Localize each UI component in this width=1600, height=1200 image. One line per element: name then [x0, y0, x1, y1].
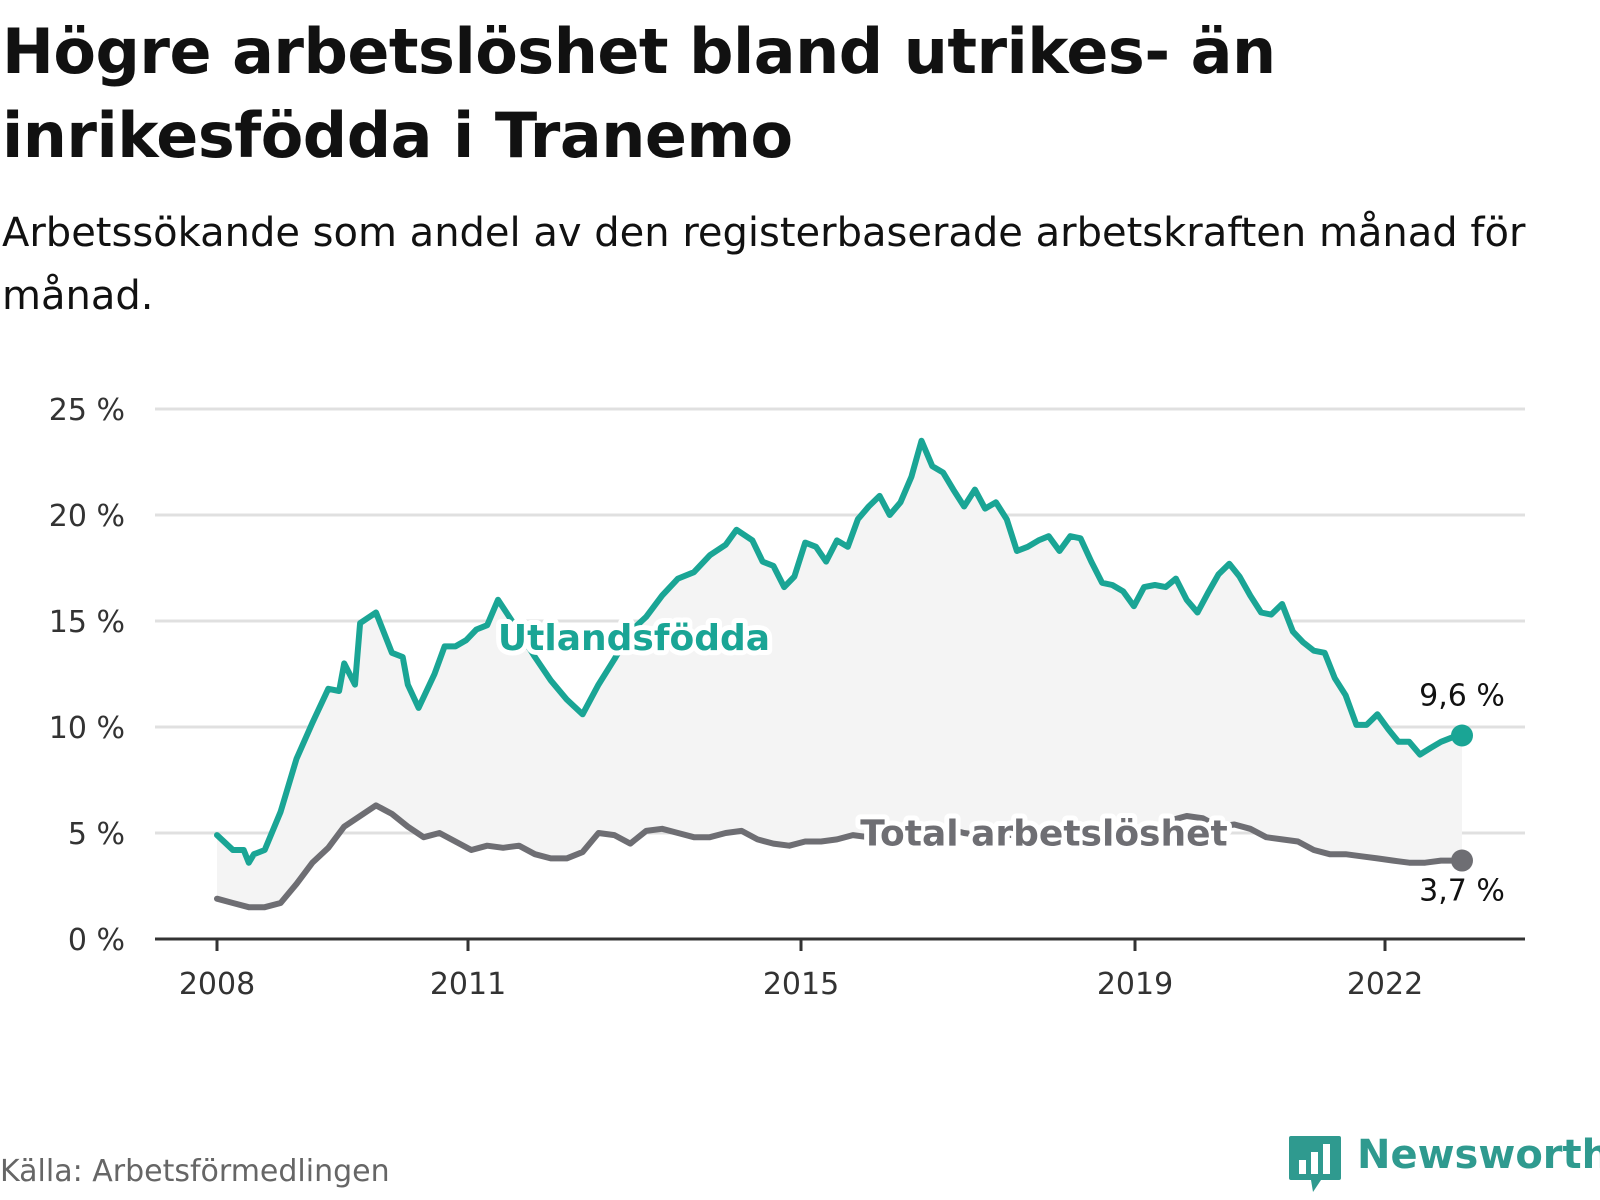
x-tick-label: 2022 — [1347, 967, 1423, 1002]
y-tick-label: 25 % — [49, 393, 125, 428]
y-tick-label: 0 % — [68, 923, 125, 958]
y-tick-label: 10 % — [49, 711, 125, 746]
y-tick-label: 5 % — [68, 817, 125, 852]
y-axis-tick-labels: 0 % 5 % 10 % 15 % 20 % 25 % — [49, 393, 125, 958]
end-value-label: 3,7 % — [1419, 874, 1505, 909]
y-tick-label: 20 % — [49, 499, 125, 534]
newsworthy-logo-icon — [1289, 1136, 1341, 1192]
x-tick-label: 2011 — [430, 967, 506, 1002]
x-tick-label: 2015 — [763, 967, 839, 1002]
x-tick-label: 2019 — [1097, 967, 1173, 1002]
end-point-total — [1451, 849, 1473, 872]
source-note: Källa: Arbetsförmedlingen — [0, 1154, 390, 1189]
series-label-utlandsfodda: Utlandsfödda — [498, 618, 770, 659]
y-tick-label: 15 % — [49, 605, 125, 640]
end-point-utlandsfodda — [1451, 724, 1473, 747]
chart-title: Högre arbetslöshet bland utrikes- än inr… — [2, 15, 1276, 172]
area-between-series — [217, 440, 1462, 908]
series-line-utlandsfodda — [214, 437, 1465, 866]
x-axis — [155, 937, 1525, 951]
brand-name: Newsworthy — [1357, 1132, 1600, 1178]
series-lines — [214, 437, 1473, 911]
series-label-halo: Utlandsfödda — [498, 618, 770, 659]
chart-subtitle: Arbetssökande som andel av den registerb… — [2, 210, 1526, 319]
series-label-total: Total arbetslöshet — [860, 813, 1228, 854]
series-line-total — [214, 802, 1465, 911]
series-label-halo: Total arbetslöshet — [860, 813, 1228, 854]
line-chart: 0 %5 %10 %15 %20 %25 % 2008 2011 2015 2019 2… — [49, 393, 1525, 1002]
x-axis-tick-labels: 2008 2011 2015 2019 2022 — [179, 967, 1423, 1002]
x-tick-label: 2008 — [179, 967, 255, 1002]
area-between-series-fill — [217, 440, 1462, 908]
end-value-label: 9,6 % — [1419, 678, 1505, 713]
